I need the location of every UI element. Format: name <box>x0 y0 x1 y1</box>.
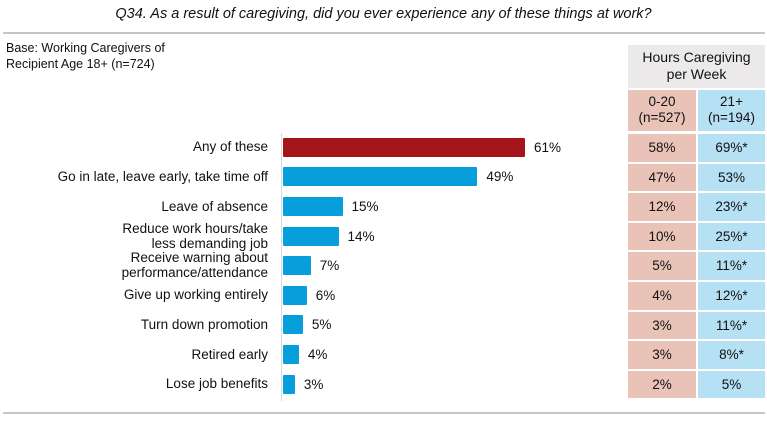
data-label: 49% <box>486 169 514 185</box>
category-label: Any of these <box>192 139 268 155</box>
bar <box>283 345 299 364</box>
table-cell-high: 5% <box>698 370 765 399</box>
category-label: Receive warning about performance/attenda… <box>121 250 268 281</box>
top-divider <box>3 32 765 34</box>
bar <box>283 285 307 305</box>
category-label: Turn down promotion <box>140 316 268 332</box>
bar <box>283 315 303 335</box>
bar <box>283 374 295 394</box>
data-label: 6% <box>315 287 336 303</box>
data-label: 4% <box>307 347 328 362</box>
table-header-line-2: per Week <box>666 66 727 82</box>
col-header-high: 21+ (n=194) <box>698 90 765 131</box>
table-cell-low: 58% <box>628 134 696 162</box>
table-cell-high: 12%* <box>698 282 765 310</box>
table-cell-high: 11%* <box>698 311 765 340</box>
bar <box>283 256 311 276</box>
category-label: Lose job benefits <box>165 376 268 392</box>
table-cell-low: 5% <box>628 252 696 280</box>
col-header-low: 0-20 (n=527) <box>628 90 696 131</box>
table-cell-low: 12% <box>628 193 696 221</box>
table-cell-low: 47% <box>628 163 696 192</box>
table-cell-low: 4% <box>628 282 696 310</box>
table-cell-high: 8%* <box>698 341 765 369</box>
table-cell-low: 10% <box>628 222 696 251</box>
table-cell-low: 3% <box>628 311 696 340</box>
data-label: 7% <box>319 258 340 274</box>
category-label: Give up working entirely <box>123 287 268 303</box>
chart-title: Q34. As a result of caregiving, did you … <box>115 6 652 22</box>
table-cell-low: 3% <box>628 341 696 369</box>
data-label: 14% <box>347 228 375 244</box>
base-line-1: Base: Working Caregivers of <box>6 41 165 55</box>
table-header: Hours Caregiving per Week <box>628 45 765 88</box>
table-cell-high: 23%* <box>698 193 765 221</box>
category-label: Go in late, leave early, take time off <box>57 168 268 184</box>
data-label: 15% <box>351 199 379 214</box>
category-label: Retired early <box>191 346 268 362</box>
data-label: 3% <box>303 376 324 392</box>
category-label: Reduce work hours/take less demanding job <box>122 220 268 251</box>
col-header-high-line-1: 21+ <box>720 94 743 109</box>
col-header-low-line-2: (n=527) <box>638 110 686 125</box>
table-cell-high: 69%* <box>698 134 765 162</box>
col-header-high-line-2: (n=194) <box>708 110 755 125</box>
table-header-line-1: Hours Caregiving <box>642 49 751 65</box>
table-cell-high: 25%* <box>698 222 765 251</box>
bar <box>283 137 525 157</box>
table-cell-high: 11%* <box>698 252 765 280</box>
bar <box>283 197 343 216</box>
table-cell-high: 53% <box>698 163 765 192</box>
table-cell-low: 2% <box>628 370 696 399</box>
bar <box>283 167 478 187</box>
bar <box>283 226 339 246</box>
category-label: Leave of absence <box>161 198 268 214</box>
data-label: 5% <box>311 317 332 333</box>
y-axis-line <box>281 133 282 401</box>
bottom-divider <box>3 412 765 414</box>
base-note: Base: Working Caregivers of Recipient Ag… <box>6 40 165 72</box>
col-header-low-line-1: 0-20 <box>648 94 676 109</box>
data-label: 61% <box>534 139 562 155</box>
base-line-2: Recipient Age 18+ (n=724) <box>6 57 155 71</box>
